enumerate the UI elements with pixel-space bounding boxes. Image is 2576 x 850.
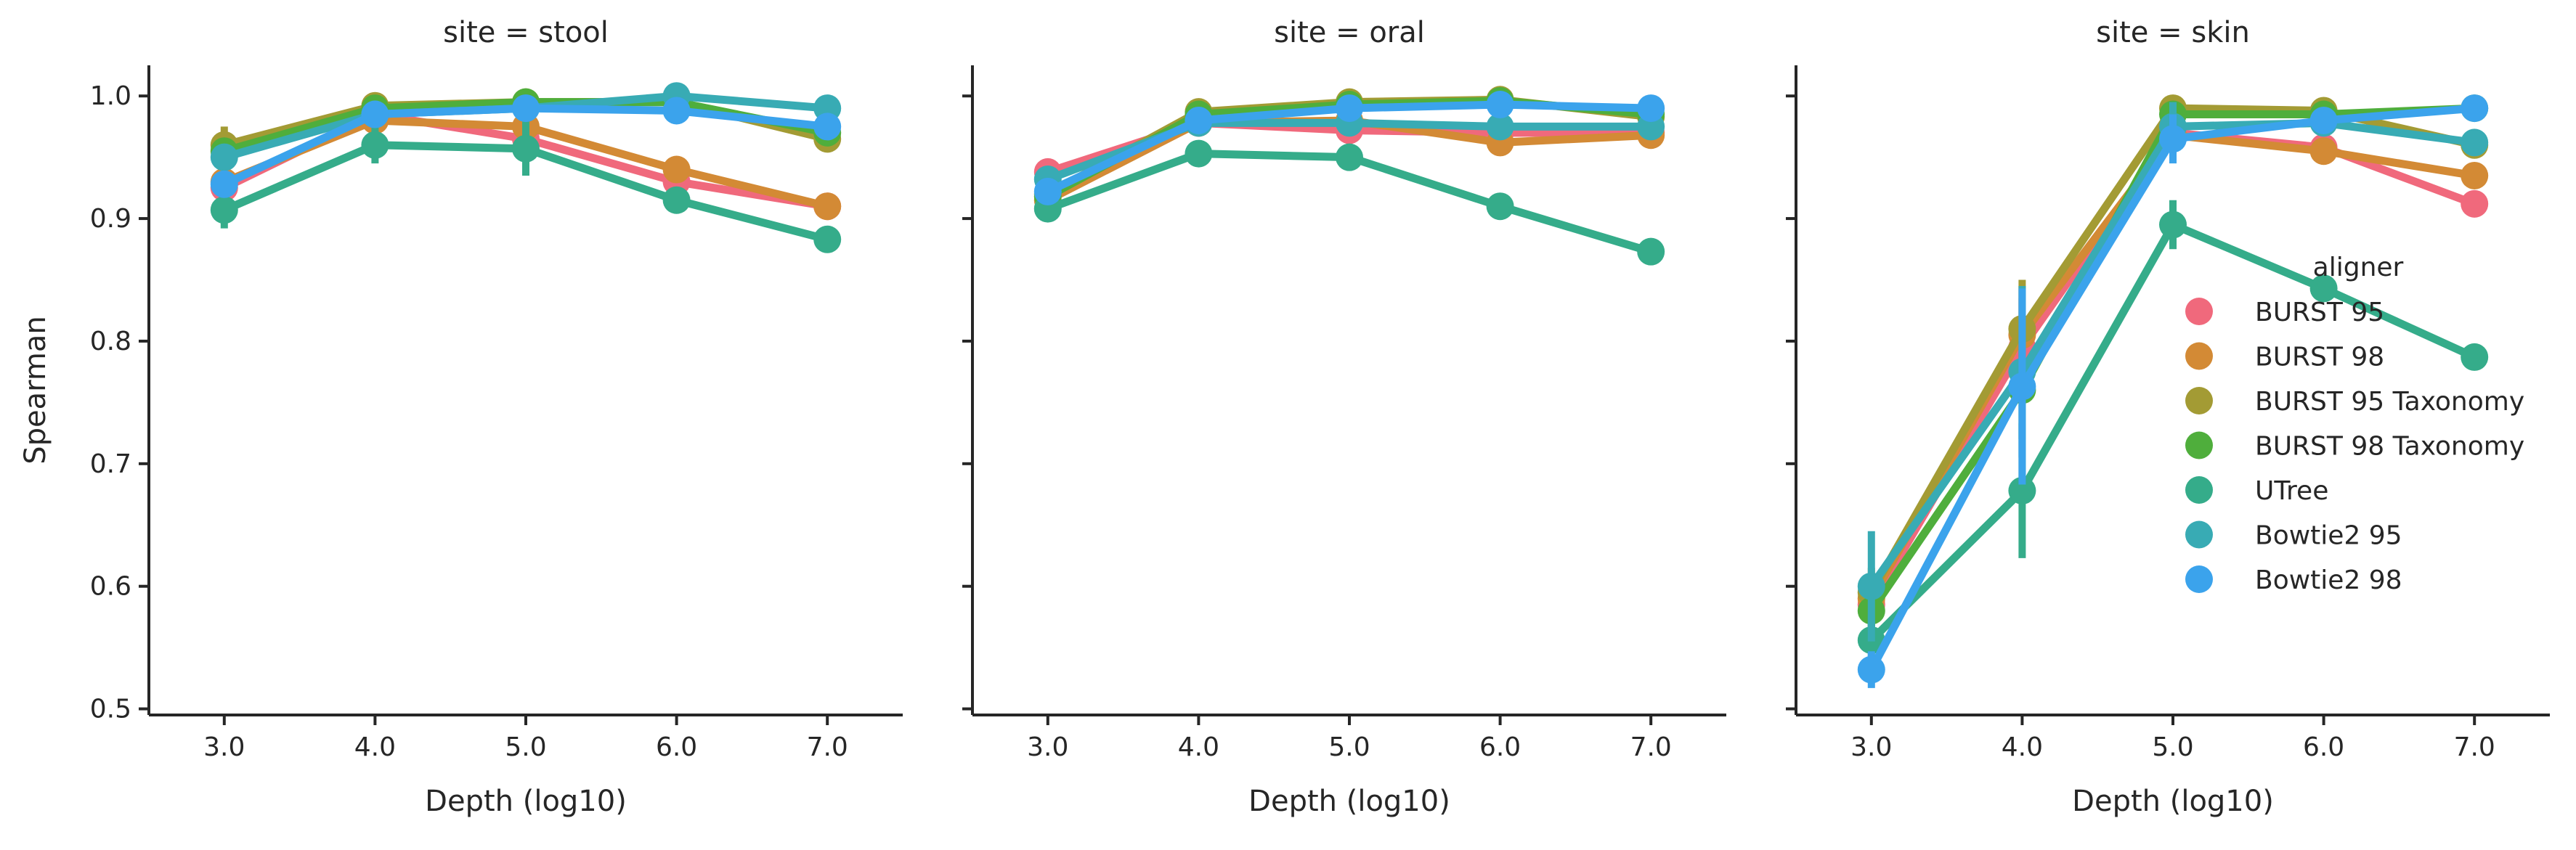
data-point <box>1486 91 1514 119</box>
legend-label-burst-95-taxonomy: BURST 95 Taxonomy <box>2255 387 2524 417</box>
data-point <box>2309 106 2338 134</box>
legend-marker-burst-98-taxonomy <box>2185 431 2213 459</box>
legend-label-utree: UTree <box>2255 476 2328 506</box>
data-point <box>361 131 389 159</box>
x-tick-label: 5.0 <box>1328 732 1370 762</box>
x-axis-title: Depth (log10) <box>2072 785 2274 818</box>
legend-label-bowtie2-95: Bowtie2 95 <box>2255 521 2402 551</box>
x-tick-label: 4.0 <box>2002 732 2043 762</box>
data-point <box>210 143 238 171</box>
x-tick-label: 6.0 <box>2303 732 2344 762</box>
data-point <box>512 94 540 123</box>
legend-marker-bowtie2-98 <box>2185 565 2213 593</box>
data-point <box>210 196 238 224</box>
series-utree <box>210 121 842 253</box>
series-bowtie2-98 <box>1033 91 1665 205</box>
data-point <box>2008 372 2036 401</box>
data-point <box>2309 137 2338 165</box>
data-point <box>512 134 540 163</box>
facet-title: site = skin <box>2096 16 2250 49</box>
y-tick-label: 0.6 <box>90 572 131 602</box>
x-tick-label: 3.0 <box>1027 732 1068 762</box>
x-tick-label: 3.0 <box>203 732 245 762</box>
data-point <box>2159 211 2187 239</box>
panel-site-oral: site = oral 3.0 4.0 5.0 6.0 7.0 Depth (log10) <box>962 16 1726 818</box>
data-point <box>813 225 842 253</box>
legend-title: aligner <box>2313 253 2404 282</box>
data-point <box>2309 274 2338 303</box>
data-point <box>662 186 691 214</box>
data-point <box>2461 94 2489 123</box>
data-point <box>1486 192 1514 221</box>
series-bowtie2-98 <box>210 94 842 198</box>
data-point <box>1637 237 1665 266</box>
plot-root: site = stool 0.5 0.6 0.7 0.8 0.9 1.0 3.0 4.0 5.0 6… <box>19 16 2550 818</box>
data-point <box>1336 94 1363 123</box>
legend-label-burst-95: BURST 95 <box>2255 298 2384 327</box>
x-tick-label: 3.0 <box>1850 732 1892 762</box>
data-point <box>1185 139 1213 168</box>
legend-marker-burst-95-taxonomy <box>2185 387 2213 414</box>
data-point <box>361 100 389 128</box>
x-tick-label: 4.0 <box>354 732 396 762</box>
data-point <box>210 170 238 198</box>
data-point <box>662 155 691 184</box>
data-point <box>1336 143 1363 171</box>
y-tick-label: 0.7 <box>90 449 131 479</box>
legend-label-burst-98-taxonomy: BURST 98 Taxonomy <box>2255 432 2524 462</box>
facet-title: site = oral <box>1274 16 1425 49</box>
data-point <box>662 97 691 125</box>
x-tick-label: 7.0 <box>807 732 848 762</box>
legend: aligner BURST 95 BURST 98 BURST 95 Taxonomy… <box>2185 253 2524 595</box>
x-tick-label: 5.0 <box>505 732 546 762</box>
x-tick-label: 4.0 <box>1178 732 1219 762</box>
y-axis-title: Spearman <box>19 316 52 464</box>
data-point <box>1185 106 1213 134</box>
series-burst-95 <box>1857 118 2489 629</box>
x-axis-title: Depth (log10) <box>1248 785 1450 818</box>
facet-title: site = stool <box>443 16 609 49</box>
y-tick-label: 1.0 <box>90 81 131 111</box>
legend-marker-burst-95 <box>2185 298 2213 325</box>
y-tick-label: 0.5 <box>90 695 131 724</box>
data-point <box>1857 572 1885 600</box>
data-point <box>1486 113 1514 141</box>
x-tick-label: 6.0 <box>656 732 697 762</box>
series-bowtie2-98 <box>1857 94 2489 688</box>
data-point <box>2159 125 2187 153</box>
data-point <box>1637 94 1665 123</box>
y-tick-label: 0.8 <box>90 327 131 356</box>
data-point <box>1033 177 1062 205</box>
panel-site-skin: site = skin 3.0 4.0 5.0 6.0 7.0 Depth (log10) <box>1786 16 2550 818</box>
x-axis-title: Depth (log10) <box>425 785 627 818</box>
y-tick-label: 0.9 <box>90 204 131 234</box>
data-point <box>2461 343 2489 371</box>
x-tick-label: 7.0 <box>1630 732 1672 762</box>
legend-marker-burst-98 <box>2185 342 2213 370</box>
x-tick-label: 6.0 <box>1479 732 1521 762</box>
data-point <box>2008 476 2036 504</box>
data-point <box>2461 161 2489 189</box>
data-point <box>2461 189 2489 218</box>
x-tick-label: 7.0 <box>2454 732 2495 762</box>
data-point <box>1857 655 1885 684</box>
data-point <box>2461 128 2489 157</box>
legend-marker-bowtie2-95 <box>2185 520 2213 549</box>
panel-site-stool: site = stool 0.5 0.6 0.7 0.8 0.9 1.0 3.0 4.0 5.0 6… <box>90 16 903 818</box>
legend-label-burst-98: BURST 98 <box>2255 343 2384 372</box>
data-point <box>813 113 842 141</box>
legend-marker-utree <box>2185 476 2213 504</box>
legend-label-bowtie2-98: Bowtie2 98 <box>2255 565 2402 595</box>
data-point <box>813 192 842 221</box>
x-tick-label: 5.0 <box>2152 732 2193 762</box>
